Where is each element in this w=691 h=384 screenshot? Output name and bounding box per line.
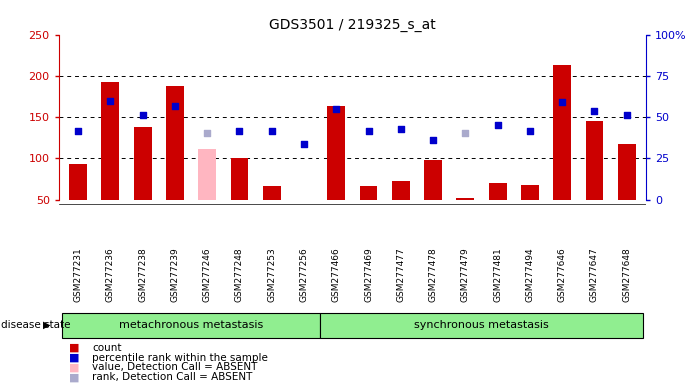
Point bbox=[73, 128, 84, 134]
Point bbox=[395, 126, 406, 132]
FancyBboxPatch shape bbox=[62, 313, 320, 338]
Bar bbox=[102, 82, 120, 200]
Point bbox=[137, 112, 148, 118]
Bar bbox=[166, 86, 184, 200]
Bar bbox=[231, 157, 248, 200]
Point bbox=[492, 121, 503, 127]
Bar bbox=[521, 185, 539, 200]
Bar bbox=[618, 144, 636, 200]
Text: GSM277494: GSM277494 bbox=[525, 248, 534, 303]
Text: GSM277479: GSM277479 bbox=[461, 248, 470, 303]
Bar bbox=[489, 183, 507, 200]
Bar bbox=[328, 106, 345, 200]
Text: count: count bbox=[92, 343, 122, 353]
Text: GSM277481: GSM277481 bbox=[493, 248, 502, 303]
Text: metachronous metastasis: metachronous metastasis bbox=[119, 320, 263, 330]
Bar bbox=[263, 185, 281, 200]
Point bbox=[460, 130, 471, 136]
Bar bbox=[585, 121, 603, 200]
Text: GSM277478: GSM277478 bbox=[428, 248, 437, 303]
Text: value, Detection Call = ABSENT: value, Detection Call = ABSENT bbox=[92, 362, 257, 372]
Text: GSM277646: GSM277646 bbox=[558, 248, 567, 303]
Point bbox=[621, 113, 632, 119]
Text: ■: ■ bbox=[69, 372, 79, 382]
Text: GSM277238: GSM277238 bbox=[138, 248, 147, 303]
Text: percentile rank within the sample: percentile rank within the sample bbox=[92, 353, 268, 362]
Point bbox=[202, 130, 213, 136]
Text: GSM277466: GSM277466 bbox=[332, 248, 341, 303]
Text: disease state: disease state bbox=[1, 320, 71, 330]
Point bbox=[589, 108, 600, 114]
Point bbox=[299, 141, 310, 147]
Point bbox=[169, 103, 180, 109]
Bar bbox=[457, 198, 474, 200]
Point bbox=[428, 137, 439, 143]
FancyBboxPatch shape bbox=[320, 313, 643, 338]
Point bbox=[266, 128, 277, 134]
Text: ■: ■ bbox=[69, 353, 79, 362]
Text: GSM277248: GSM277248 bbox=[235, 248, 244, 303]
Point bbox=[105, 98, 116, 104]
Text: GSM277236: GSM277236 bbox=[106, 248, 115, 303]
Bar bbox=[134, 127, 151, 200]
Title: GDS3501 / 219325_s_at: GDS3501 / 219325_s_at bbox=[269, 18, 436, 32]
Text: GSM277246: GSM277246 bbox=[202, 248, 211, 303]
Bar bbox=[424, 160, 442, 200]
Text: rank, Detection Call = ABSENT: rank, Detection Call = ABSENT bbox=[92, 372, 252, 382]
Bar bbox=[198, 149, 216, 200]
Text: GSM277469: GSM277469 bbox=[364, 248, 373, 303]
Point bbox=[331, 106, 342, 112]
Text: GSM277256: GSM277256 bbox=[299, 248, 308, 303]
Text: GSM277253: GSM277253 bbox=[267, 248, 276, 303]
Bar bbox=[392, 181, 410, 200]
Point bbox=[363, 128, 374, 134]
Text: synchronous metastasis: synchronous metastasis bbox=[414, 320, 549, 330]
Bar bbox=[553, 65, 571, 200]
Text: ■: ■ bbox=[69, 362, 79, 372]
Text: ▶: ▶ bbox=[44, 320, 50, 330]
Bar bbox=[69, 164, 87, 200]
Point bbox=[524, 128, 536, 134]
Text: GSM277231: GSM277231 bbox=[74, 248, 83, 303]
Text: GSM277477: GSM277477 bbox=[397, 248, 406, 303]
Bar bbox=[360, 185, 377, 200]
Text: GSM277239: GSM277239 bbox=[171, 248, 180, 303]
Text: ■: ■ bbox=[69, 343, 79, 353]
Point bbox=[234, 128, 245, 134]
Point bbox=[557, 99, 568, 105]
Text: GSM277647: GSM277647 bbox=[590, 248, 599, 303]
Text: GSM277648: GSM277648 bbox=[622, 248, 631, 303]
